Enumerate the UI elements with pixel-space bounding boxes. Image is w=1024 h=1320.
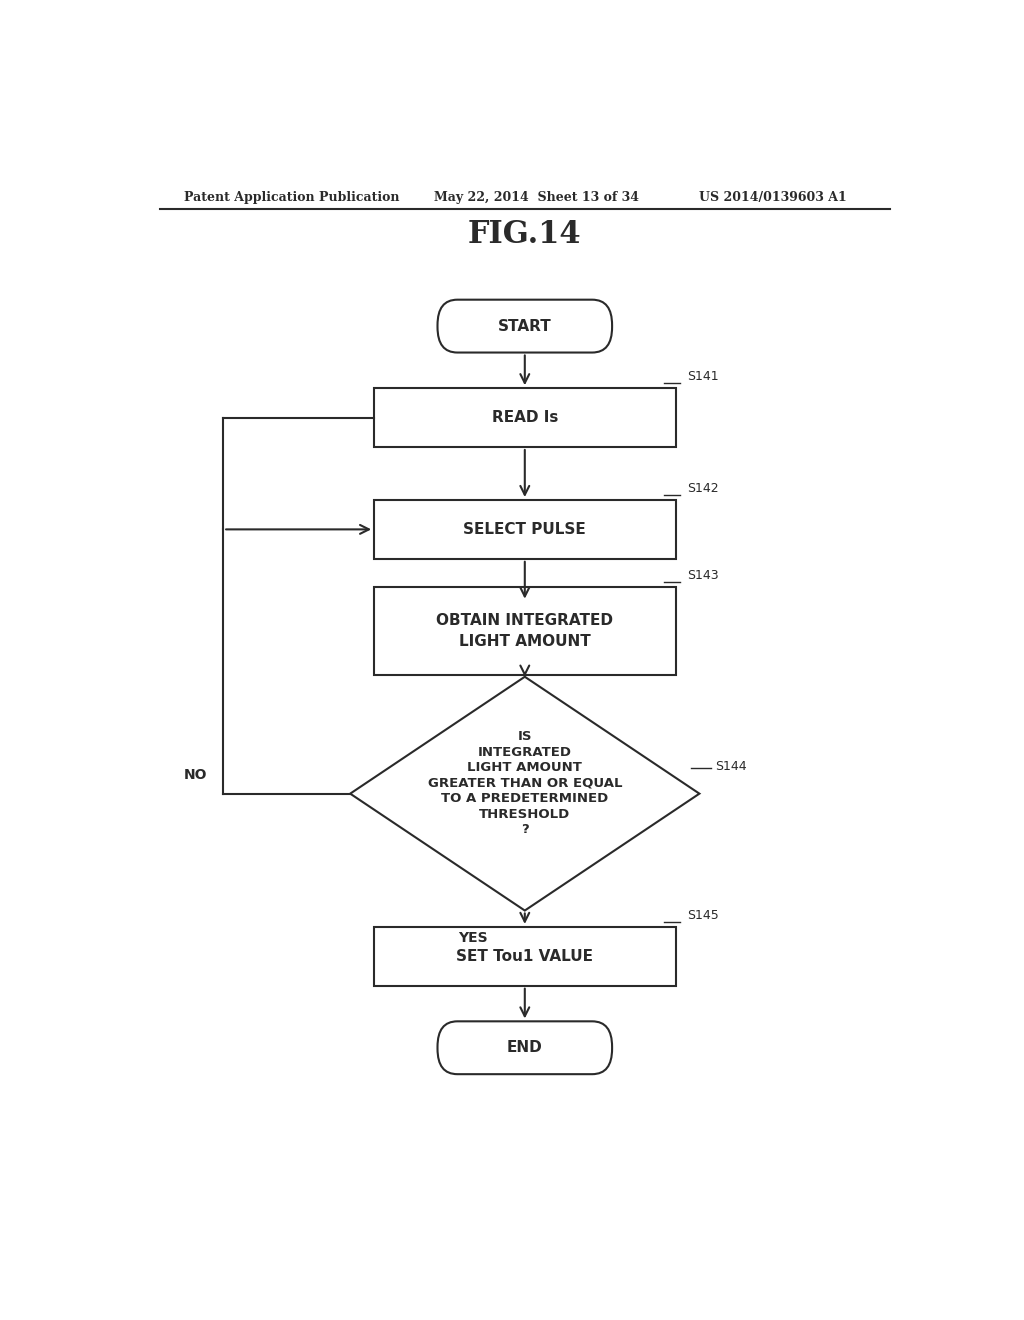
FancyBboxPatch shape: [437, 1022, 612, 1074]
Text: S144: S144: [715, 760, 746, 774]
FancyBboxPatch shape: [374, 500, 676, 558]
Polygon shape: [350, 677, 699, 911]
Text: READ Is: READ Is: [492, 411, 558, 425]
Text: NO: NO: [184, 768, 207, 783]
Text: OBTAIN INTEGRATED
LIGHT AMOUNT: OBTAIN INTEGRATED LIGHT AMOUNT: [436, 612, 613, 649]
Text: SET Tou1 VALUE: SET Tou1 VALUE: [457, 949, 593, 964]
Text: May 22, 2014  Sheet 13 of 34: May 22, 2014 Sheet 13 of 34: [433, 190, 639, 203]
Text: Patent Application Publication: Patent Application Publication: [183, 190, 399, 203]
Text: IS
INTEGRATED
LIGHT AMOUNT
GREATER THAN OR EQUAL
TO A PREDETERMINED
THRESHOLD
?: IS INTEGRATED LIGHT AMOUNT GREATER THAN …: [428, 730, 622, 837]
Text: START: START: [498, 318, 552, 334]
FancyBboxPatch shape: [437, 300, 612, 352]
FancyBboxPatch shape: [374, 587, 676, 676]
Text: FIG.14: FIG.14: [468, 219, 582, 249]
Text: S145: S145: [687, 908, 719, 921]
Text: S141: S141: [687, 370, 719, 383]
Text: SELECT PULSE: SELECT PULSE: [464, 521, 586, 537]
Text: US 2014/0139603 A1: US 2014/0139603 A1: [699, 190, 847, 203]
FancyBboxPatch shape: [374, 927, 676, 986]
FancyBboxPatch shape: [374, 388, 676, 447]
Text: S142: S142: [687, 482, 719, 495]
Text: YES: YES: [459, 931, 488, 945]
Text: END: END: [507, 1040, 543, 1055]
Text: S143: S143: [687, 569, 719, 582]
